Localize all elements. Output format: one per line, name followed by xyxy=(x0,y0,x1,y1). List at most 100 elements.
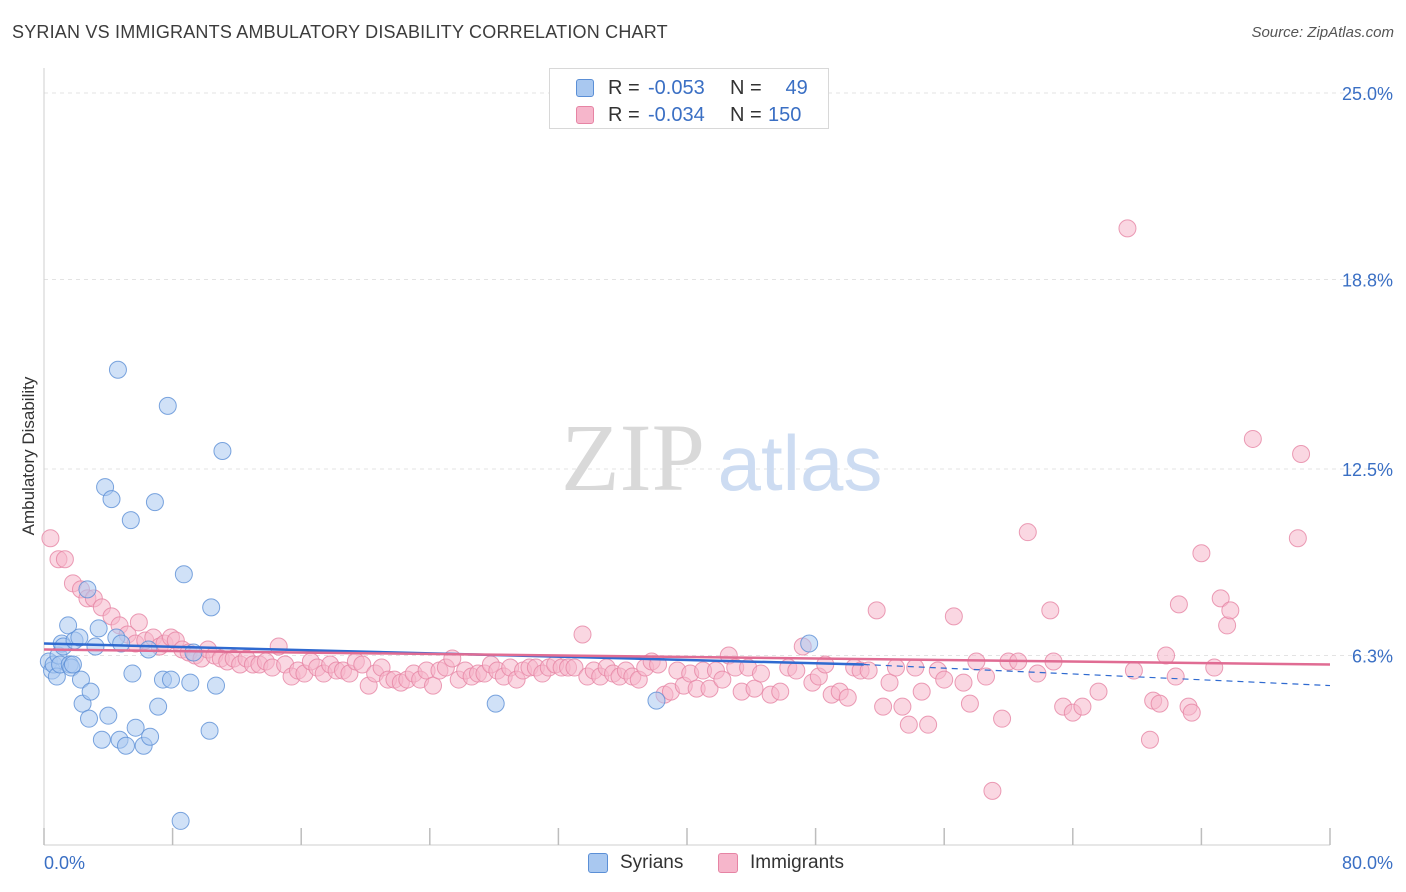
immigrants-point xyxy=(1028,664,1047,683)
syrians-point xyxy=(86,637,105,656)
syrians-point xyxy=(116,736,135,755)
y-tick-label: 18.8% xyxy=(1342,271,1393,291)
immigrants-point xyxy=(1018,523,1037,542)
legend-swatch-immigrants xyxy=(576,106,594,124)
syrians-point xyxy=(63,655,82,674)
immigrants-point xyxy=(867,601,886,620)
y-tick-labels: 6.3% 12.5% 18.8% 25.0% xyxy=(1342,84,1393,666)
immigrants-point xyxy=(713,670,732,689)
legend-row-immigrants: R = -0.034 N = 150 xyxy=(550,102,828,128)
legend-swatch-syrians xyxy=(576,79,594,97)
syrians-point xyxy=(89,619,108,638)
immigrants-point xyxy=(1169,595,1188,614)
immigrants-point xyxy=(1041,601,1060,620)
syrians-point xyxy=(121,511,140,530)
y-tick-label: 6.3% xyxy=(1352,647,1393,667)
immigrants-point xyxy=(976,667,995,686)
syrians-point xyxy=(202,598,221,617)
syrians-point xyxy=(181,673,200,692)
syrians-trend-extension xyxy=(863,663,1331,687)
watermark-atlas: atlas xyxy=(718,419,883,507)
immigrants-point xyxy=(1243,429,1262,448)
legend-n-label: N = xyxy=(730,104,762,126)
syrians-point xyxy=(161,670,180,689)
immigrants-point xyxy=(1118,219,1137,238)
immigrants-point xyxy=(565,658,584,677)
syrians-point xyxy=(112,634,131,653)
chart-title: SYRIAN VS IMMIGRANTS AMBULATORY DISABILI… xyxy=(12,22,668,42)
syrians-point xyxy=(141,727,160,746)
immigrants-point xyxy=(1157,646,1176,665)
immigrants-point xyxy=(771,682,790,701)
immigrants-point xyxy=(1192,544,1211,563)
syrians-point xyxy=(71,670,90,689)
immigrants-point xyxy=(1140,730,1159,749)
immigrants-point xyxy=(960,694,979,713)
immigrants-point xyxy=(55,550,74,569)
legend-n-value: 150 xyxy=(768,104,802,126)
syrians-point xyxy=(647,691,666,710)
immigrants-point xyxy=(899,715,918,734)
immigrants-trend-line xyxy=(43,648,1331,666)
immigrants-point xyxy=(983,781,1002,800)
grid-lines xyxy=(44,92,1396,657)
syrians-point xyxy=(486,694,505,713)
immigrants-point xyxy=(859,661,878,680)
bottom-legend: Syrians Immigrants xyxy=(0,852,1406,878)
syrians-point xyxy=(59,616,78,635)
immigrants-point xyxy=(1292,444,1311,463)
y-tick-label: 12.5% xyxy=(1342,460,1393,480)
immigrants-point xyxy=(41,529,60,548)
immigrants-point xyxy=(1182,703,1201,722)
trend-lines xyxy=(43,642,1331,687)
legend-n-label: N = xyxy=(730,77,762,99)
syrians-point xyxy=(158,396,177,415)
immigrants-point xyxy=(893,697,912,716)
bottom-legend-swatch-immigrants xyxy=(718,853,738,873)
immigrants-point xyxy=(129,613,148,632)
syrians-point xyxy=(126,718,145,737)
immigrants-point xyxy=(912,682,931,701)
syrians-point xyxy=(70,628,89,647)
syrians-point xyxy=(200,721,219,740)
syrians-point xyxy=(145,493,164,512)
immigrants-point xyxy=(1211,589,1230,608)
source-label: Source: ZipAtlas.com xyxy=(1251,24,1394,41)
bottom-legend-swatch-syrians xyxy=(588,853,608,873)
immigrants-point xyxy=(1089,682,1108,701)
legend-r-label: R = xyxy=(608,77,640,99)
syrians-point xyxy=(800,634,819,653)
immigrants-point xyxy=(838,688,857,707)
immigrants-point xyxy=(787,661,806,680)
x-tick-label: 0.0% xyxy=(44,853,85,873)
immigrants-point xyxy=(751,664,770,683)
immigrants-point xyxy=(880,673,899,692)
legend-r-value: -0.053 xyxy=(648,77,705,99)
immigrants-point xyxy=(1218,616,1237,635)
immigrants-point xyxy=(1288,529,1307,548)
y-tick-label: 25.0% xyxy=(1342,84,1393,104)
legend-r-label: R = xyxy=(608,104,640,126)
axes xyxy=(43,68,1331,846)
immigrants-point xyxy=(1221,601,1240,620)
immigrants-point xyxy=(1166,667,1185,686)
syrians-point xyxy=(92,730,111,749)
x-tick-labels: 0.0% 80.0% xyxy=(44,853,1393,873)
immigrants-point xyxy=(1205,658,1224,677)
bottom-legend-label: Syrians xyxy=(620,852,684,873)
x-tick-label: 80.0% xyxy=(1342,853,1393,873)
bottom-legend-label: Immigrants xyxy=(750,852,844,873)
immigrants-point xyxy=(573,625,592,644)
immigrants-point xyxy=(353,655,372,674)
syrians-point xyxy=(108,360,127,379)
syrians-point xyxy=(149,697,168,716)
immigrants-point xyxy=(886,658,905,677)
syrians-point xyxy=(102,490,121,509)
y-axis-label: Ambulatory Disability xyxy=(19,376,38,535)
syrians-point xyxy=(174,565,193,584)
legend-row-syrians: R = -0.053 N = 49 xyxy=(550,75,828,101)
immigrants-point xyxy=(874,697,893,716)
legend-r-value: -0.034 xyxy=(648,104,705,126)
syrians-point xyxy=(99,706,118,725)
